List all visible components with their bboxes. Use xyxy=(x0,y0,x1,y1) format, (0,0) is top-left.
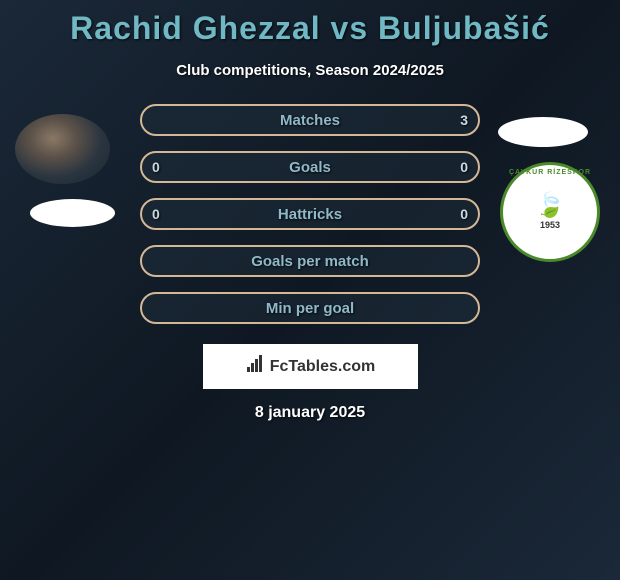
watermark: FcTables.com xyxy=(203,344,418,389)
comparison-card: Rachid Ghezzal vs Buljubašić Club compet… xyxy=(0,0,620,432)
stat-label: Matches xyxy=(280,112,340,129)
stat-label: Min per goal xyxy=(266,300,354,317)
stat-row-goals-per-match: Goals per match xyxy=(140,245,480,277)
watermark-text: FcTables.com xyxy=(270,358,376,376)
stat-row-hattricks: 0 Hattricks 0 xyxy=(140,198,480,230)
stat-row-goals: 0 Goals 0 xyxy=(140,151,480,183)
stat-left-value: 0 xyxy=(152,159,160,175)
stat-row-matches: Matches 3 xyxy=(140,104,480,136)
stat-right-value: 0 xyxy=(460,206,468,222)
stat-label: Hattricks xyxy=(278,206,342,223)
logo-ring-text: ÇAYKUR RİZESPOR xyxy=(503,169,597,176)
player-right-badge xyxy=(498,117,588,147)
stat-label: Goals per match xyxy=(251,253,369,270)
page-title: Rachid Ghezzal vs Buljubašić xyxy=(0,10,620,47)
logo-year: 1953 xyxy=(540,220,560,230)
stat-right-value: 3 xyxy=(460,112,468,128)
player-left-avatar xyxy=(15,114,110,184)
stat-row-min-per-goal: Min per goal xyxy=(140,292,480,324)
logo-inner: 🍃 1953 xyxy=(518,180,582,244)
date-label: 8 january 2025 xyxy=(0,404,620,422)
chart-icon xyxy=(245,355,265,378)
subtitle: Club competitions, Season 2024/2025 xyxy=(0,62,620,79)
stat-label: Goals xyxy=(289,159,331,176)
club-logo-right: ÇAYKUR RİZESPOR 🍃 1953 xyxy=(500,162,600,262)
stat-left-value: 0 xyxy=(152,206,160,222)
leaf-icon: 🍃 xyxy=(535,194,565,218)
stats-section: ÇAYKUR RİZESPOR 🍃 1953 Matches 3 0 Goals… xyxy=(0,104,620,422)
player-left-badge xyxy=(30,199,115,227)
stat-right-value: 0 xyxy=(460,159,468,175)
